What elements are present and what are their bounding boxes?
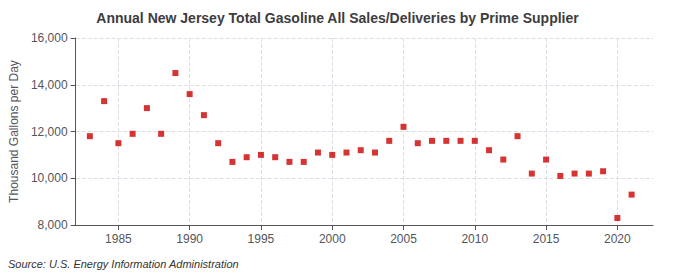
svg-text:2010: 2010 xyxy=(461,232,488,246)
svg-text:12,000: 12,000 xyxy=(31,125,68,139)
svg-text:14,000: 14,000 xyxy=(31,78,68,92)
svg-text:1990: 1990 xyxy=(176,232,203,246)
svg-text:1985: 1985 xyxy=(105,232,132,246)
svg-text:2000: 2000 xyxy=(319,232,346,246)
svg-text:2020: 2020 xyxy=(604,232,631,246)
svg-text:2015: 2015 xyxy=(533,232,560,246)
svg-text:2005: 2005 xyxy=(390,232,417,246)
svg-text:Annual New Jersey Total Gasoli: Annual New Jersey Total Gasoline All Sal… xyxy=(96,10,579,26)
svg-text:10,000: 10,000 xyxy=(31,171,68,185)
svg-text:Source: U.S. Energy Informatio: Source: U.S. Energy Information Administ… xyxy=(8,258,239,270)
svg-text:16,000: 16,000 xyxy=(31,31,68,45)
svg-text:8,000: 8,000 xyxy=(38,218,68,232)
svg-text:1995: 1995 xyxy=(248,232,275,246)
svg-text:Thousand Gallons per Day: Thousand Gallons per Day xyxy=(7,60,21,203)
